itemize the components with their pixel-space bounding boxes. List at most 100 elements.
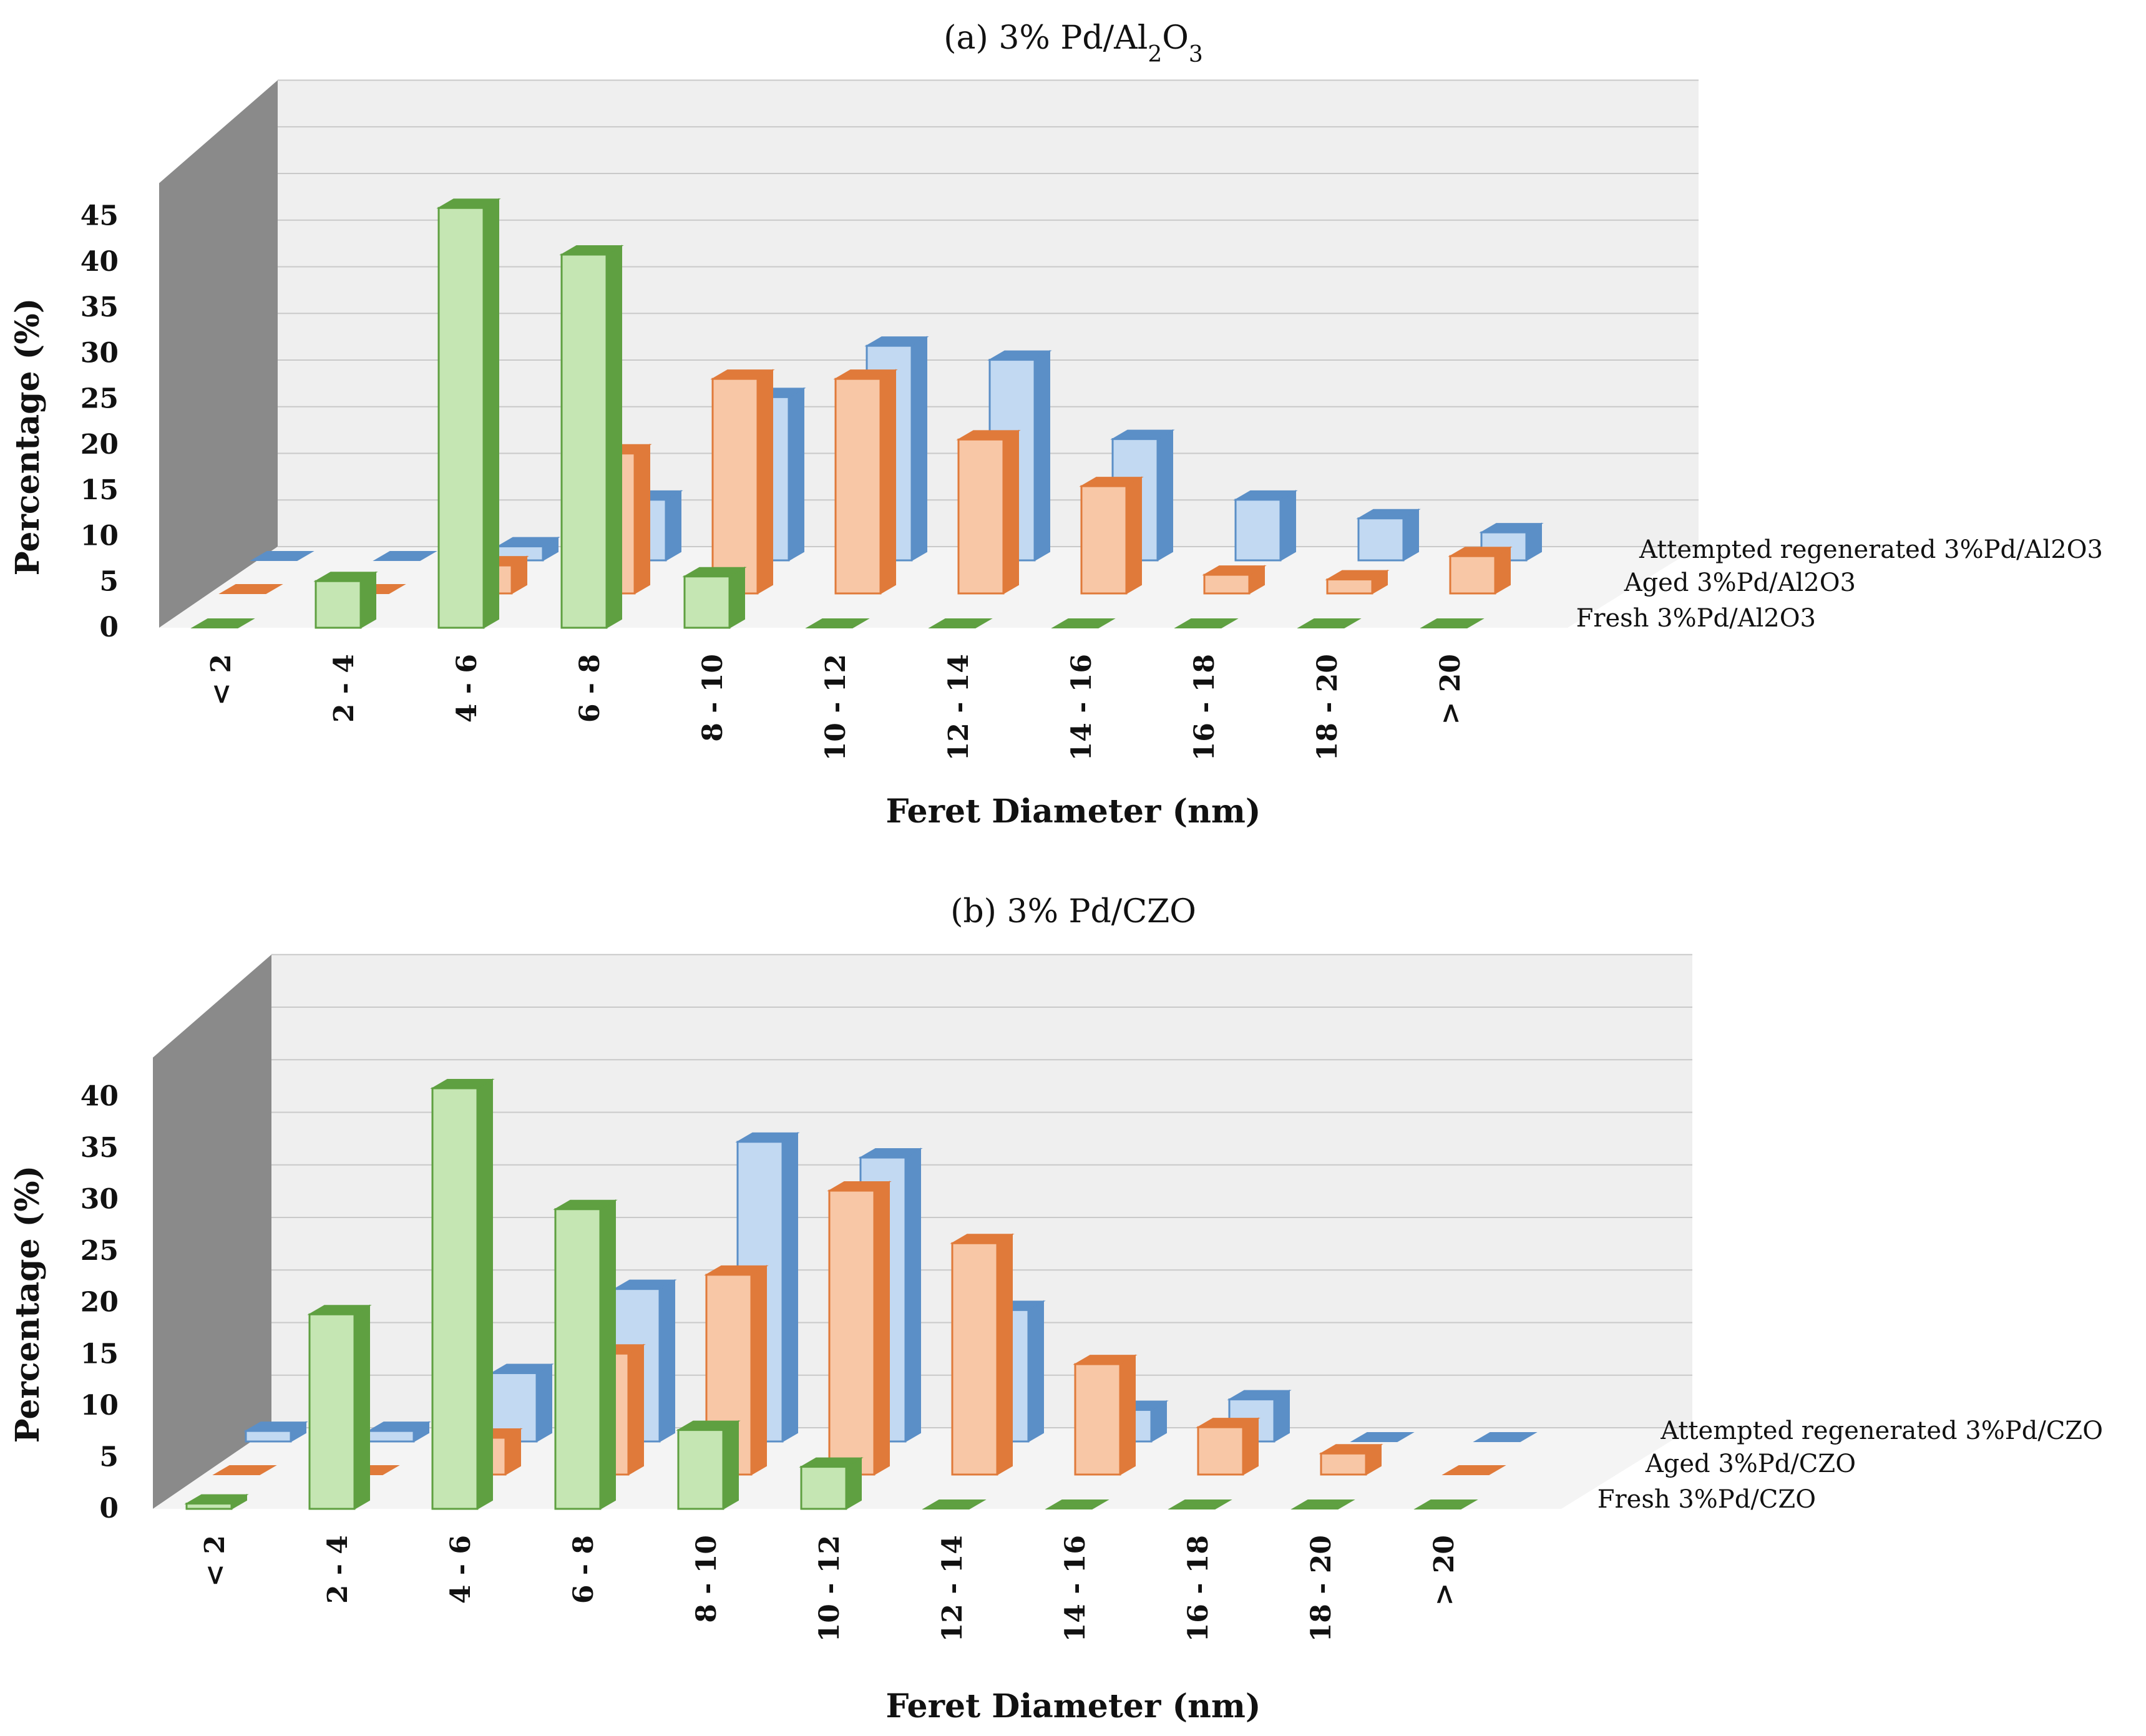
bar-top	[436, 198, 501, 209]
bar-front	[368, 1430, 415, 1443]
bar-side	[1003, 429, 1019, 595]
bar-fresh-1	[307, 1304, 372, 1510]
chart-title: (a) 3% Pd/Al2O3	[944, 19, 1203, 67]
bar-side	[1126, 476, 1142, 595]
bar-top	[1290, 1499, 1355, 1509]
bar-aged-9	[1325, 569, 1390, 595]
bar-attempted-9	[1356, 508, 1421, 562]
bar-aged-6	[950, 1233, 1015, 1476]
bar-side	[997, 1233, 1013, 1476]
y-tick-label: 25	[80, 383, 119, 415]
bar-fresh-4	[682, 567, 747, 629]
x-category-label: 18 - 20	[1305, 1535, 1337, 1642]
chart-title-main: (b) 3% Pd/CZO	[950, 893, 1196, 930]
series-label: Aged 3%Pd/Al2O3	[1624, 568, 1856, 597]
bar-front	[1234, 499, 1282, 562]
y-tick-label: 35	[80, 1132, 119, 1164]
y-tick-label: 5	[99, 1441, 119, 1473]
bar-top	[495, 537, 560, 547]
y-tick-label: 20	[80, 429, 119, 461]
bar-side	[723, 1420, 739, 1510]
bar-side	[483, 198, 499, 629]
series-label: Fresh 3%Pd/CZO	[1597, 1485, 1816, 1514]
bar-aged-10	[1441, 1465, 1506, 1475]
bar-side	[1028, 1300, 1044, 1443]
bar-top	[799, 1457, 864, 1468]
y-tick-label: 45	[80, 200, 119, 232]
chart-b: (b) 3% Pd/CZO 0 5 10 15 20 25 30 35 40 Percentage …	[9, 893, 2103, 1725]
bar-front	[437, 207, 485, 629]
bar-front	[245, 1430, 292, 1443]
bar-attempted-9	[1350, 1432, 1415, 1442]
x-axis-label: Feret Diameter (nm)	[885, 792, 1261, 831]
y-tick-label: 30	[80, 1184, 119, 1216]
bar-fresh-8	[1168, 1499, 1232, 1509]
y-tick-label: 0	[99, 612, 119, 643]
x-category-label: 14 - 16	[1066, 654, 1098, 761]
bar-top	[218, 584, 283, 594]
bar-aged-0	[218, 584, 283, 594]
bar-top	[1227, 1390, 1292, 1400]
series-label: Attempted regenerated 3%Pd/Al2O3	[1639, 535, 2103, 564]
bar-attempted-1	[373, 551, 437, 561]
bar-top	[864, 336, 929, 347]
bar-front	[1320, 1452, 1367, 1476]
bar-attempted-1	[366, 1421, 431, 1443]
bar-front	[1074, 1363, 1121, 1476]
bar-front	[677, 1429, 724, 1510]
bar-aged-7	[1073, 1354, 1138, 1476]
bar-fresh-3	[559, 245, 624, 629]
chart-title-mid: O	[1162, 19, 1189, 57]
bar-fresh-6	[922, 1499, 987, 1509]
bar-top	[1350, 1432, 1415, 1442]
bar-fresh-7	[1051, 618, 1116, 628]
y-tick-label: 15	[80, 1338, 119, 1370]
bar-fresh-10	[1420, 618, 1485, 628]
bar-front	[431, 1087, 479, 1510]
bar-attempted-10	[1473, 1432, 1538, 1442]
bar-front	[1080, 485, 1128, 595]
y-tick-label: 35	[80, 291, 119, 323]
x-category-label: 2 - 4	[322, 1535, 354, 1604]
bar-side	[634, 444, 650, 595]
bar-top	[307, 1305, 372, 1315]
bar-aged-9	[1319, 1443, 1383, 1476]
bar-side	[874, 1181, 890, 1476]
bar-top	[704, 1265, 769, 1275]
bar-fresh-9	[1290, 1499, 1355, 1509]
bar-side	[1119, 1354, 1136, 1476]
bar-aged-0	[212, 1465, 277, 1475]
bar-side	[1242, 1417, 1259, 1476]
bar-fresh-10	[1413, 1499, 1478, 1509]
bar-top	[243, 1421, 308, 1432]
bar-front	[1203, 573, 1251, 595]
y-axis-label: Percentage (%)	[9, 1166, 47, 1443]
x-category-label: 2 - 4	[328, 654, 360, 723]
bar-fresh-8	[1174, 618, 1239, 628]
y-tick-label: 15	[80, 474, 119, 506]
x-category-label: > 20	[1435, 654, 1466, 724]
bar-attempted-0	[243, 1421, 308, 1443]
bar-side	[751, 1265, 767, 1476]
bar-fresh-7	[1045, 1499, 1110, 1509]
bar-top	[950, 1234, 1015, 1244]
bar-front	[683, 575, 731, 629]
chart-title-main: (a) 3% Pd/Al	[944, 19, 1148, 57]
bar-front	[1326, 578, 1373, 595]
bar-front	[1449, 555, 1496, 595]
bar-side	[536, 1363, 552, 1443]
bar-top	[1325, 570, 1390, 580]
x-category-label: 6 - 8	[574, 654, 606, 723]
x-axis-label: Feret Diameter (nm)	[885, 1687, 1261, 1725]
bar-side	[788, 387, 804, 562]
bar-top	[735, 1132, 800, 1143]
series-label: Fresh 3%Pd/Al2O3	[1576, 604, 1816, 633]
bar-top	[1441, 1465, 1506, 1475]
bar-aged-8	[1202, 565, 1267, 595]
bar-front	[554, 1208, 602, 1510]
x-category-label: 16 - 18	[1189, 654, 1221, 761]
bar-top	[1196, 1418, 1261, 1428]
bar-top	[1297, 618, 1362, 628]
y-tick-label: 0	[99, 1493, 119, 1524]
bar-side	[905, 1148, 921, 1443]
